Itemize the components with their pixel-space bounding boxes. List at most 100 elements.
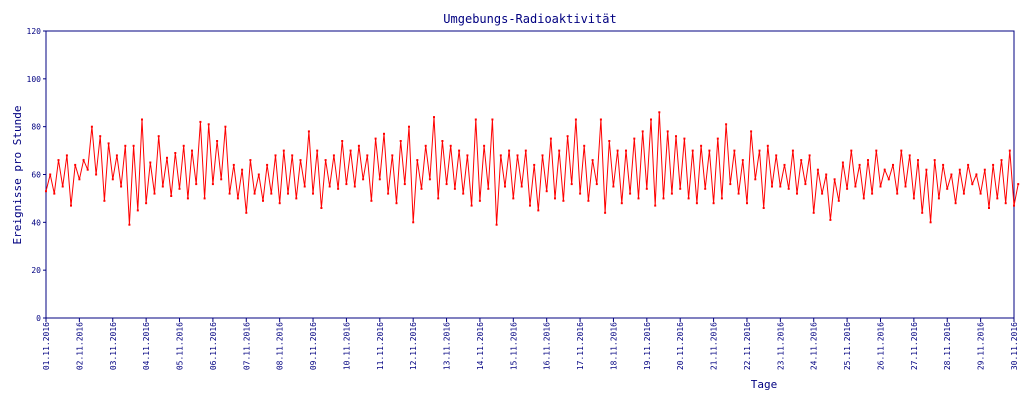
data-point — [633, 137, 636, 140]
data-point — [270, 192, 273, 195]
data-point — [712, 202, 715, 205]
data-point — [537, 209, 540, 212]
data-point — [74, 163, 77, 166]
x-tick-label: 17.11.2016 — [576, 322, 585, 370]
data-point — [95, 173, 98, 176]
series-line — [45, 112, 1019, 225]
data-point — [729, 183, 732, 186]
data-point — [650, 118, 652, 121]
data-point — [883, 168, 886, 171]
data-point — [612, 185, 615, 188]
data-point — [483, 144, 486, 147]
data-point — [195, 183, 198, 186]
data-point — [754, 178, 757, 181]
data-point — [904, 185, 907, 188]
data-point — [854, 185, 857, 188]
x-tick-label: 30.11.2016 — [1010, 322, 1019, 370]
data-point — [115, 154, 118, 157]
data-point — [975, 173, 978, 176]
data-point — [908, 154, 911, 157]
data-point — [971, 183, 974, 186]
data-point — [316, 149, 319, 152]
data-point — [228, 192, 231, 195]
data-point — [90, 125, 93, 128]
data-point — [257, 173, 260, 176]
x-tick-label: 14.11.2016 — [476, 322, 485, 370]
data-point — [1017, 183, 1020, 186]
data-point — [458, 149, 461, 152]
data-point — [282, 149, 285, 152]
data-point — [979, 192, 982, 195]
x-tick-label: 15.11.2016 — [509, 322, 518, 370]
data-point — [804, 183, 807, 186]
data-point — [670, 192, 673, 195]
data-point — [383, 132, 385, 135]
data-point — [921, 211, 924, 214]
plot-frame — [45, 30, 1015, 319]
data-point — [170, 195, 173, 197]
data-point — [203, 197, 206, 200]
y-tick-label: 40 — [31, 218, 41, 227]
data-point — [867, 159, 869, 162]
data-point — [825, 173, 828, 176]
data-point — [416, 159, 419, 162]
data-point — [791, 149, 794, 152]
x-tick-label: 27.11.2016 — [910, 322, 919, 370]
data-point — [324, 159, 327, 162]
data-point — [691, 149, 694, 152]
data-point — [837, 199, 840, 202]
chart-title: Umgebungs-Radioaktivität — [443, 12, 616, 26]
data-point — [892, 163, 894, 166]
x-tick-label: 29.11.2016 — [977, 322, 986, 370]
data-point — [157, 135, 160, 138]
data-point — [942, 163, 945, 166]
x-tick-label: 16.11.2016 — [543, 322, 552, 370]
data-point — [762, 207, 765, 209]
data-point — [787, 187, 790, 190]
data-point — [328, 185, 331, 188]
x-axis: 01.11.2016 02.11.2016 03.11.2016 04.11.2016… — [42, 318, 1019, 370]
data-point — [424, 144, 427, 147]
x-tick-label: 21.11.2016 — [710, 322, 719, 370]
data-point — [107, 142, 110, 145]
data-point — [132, 144, 135, 147]
data-point — [967, 163, 970, 166]
data-point — [124, 144, 127, 147]
data-point — [441, 140, 444, 142]
data-point — [662, 197, 665, 200]
data-point — [929, 221, 932, 224]
data-point — [99, 135, 102, 138]
data-point — [616, 149, 619, 152]
x-tick-label: 11.11.2016 — [376, 322, 385, 370]
data-point — [808, 154, 811, 157]
data-point — [103, 199, 106, 202]
data-point — [49, 173, 52, 176]
data-point — [833, 178, 836, 181]
data-point — [666, 130, 669, 133]
data-point — [771, 185, 773, 188]
data-point — [541, 154, 544, 157]
data-point — [307, 130, 310, 133]
data-point — [1013, 204, 1015, 207]
data-point — [420, 187, 423, 190]
x-tick-label: 13.11.2016 — [443, 322, 452, 370]
data-point — [391, 154, 394, 157]
data-point — [595, 183, 598, 186]
data-point — [433, 116, 435, 119]
data-point — [437, 197, 440, 200]
data-point — [499, 154, 502, 157]
data-point — [871, 192, 874, 195]
data-point — [841, 161, 844, 164]
data-point — [720, 197, 723, 200]
data-point — [562, 199, 565, 202]
data-point — [211, 183, 214, 186]
data-point — [896, 192, 899, 195]
data-point — [274, 154, 277, 157]
data-point — [574, 118, 577, 121]
data-point — [245, 211, 248, 214]
data-point — [783, 163, 786, 166]
data-point — [737, 192, 740, 195]
x-tick-label: 24.11.2016 — [810, 322, 819, 370]
x-tick-label: 23.11.2016 — [776, 322, 785, 370]
data-point — [566, 135, 569, 138]
